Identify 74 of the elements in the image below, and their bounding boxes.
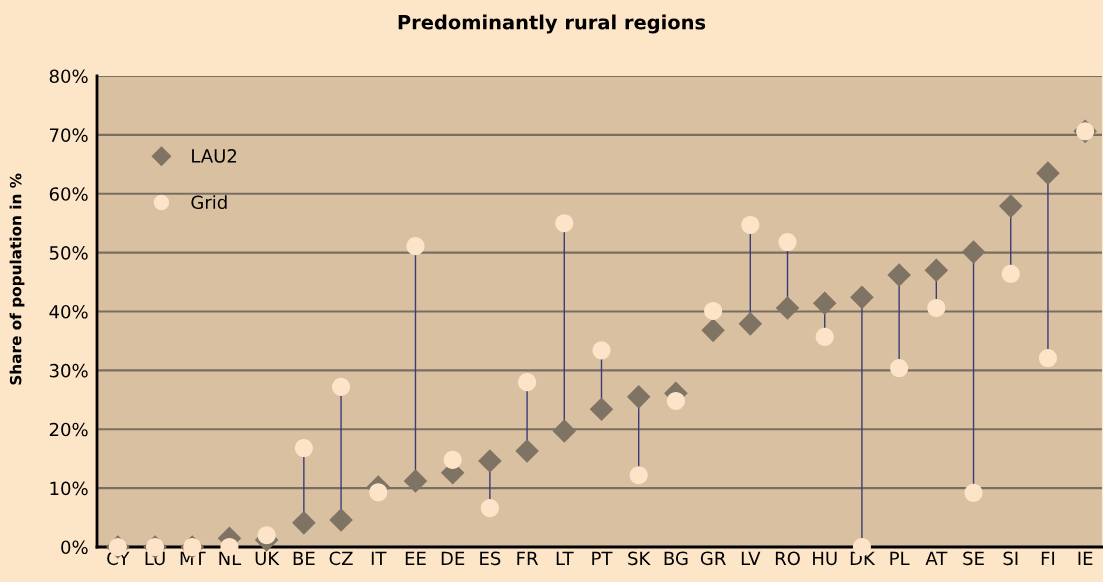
y-tick-label: 70%: [50, 128, 88, 142]
point: [815, 327, 834, 346]
point: [812, 291, 837, 316]
x-tick-label: CZ: [329, 551, 353, 566]
point: [998, 194, 1023, 218]
x-tick-label: IE: [1078, 551, 1093, 565]
point: [1036, 161, 1060, 185]
legend-label: LAU2: [192, 149, 237, 163]
x-tick-label: UK: [255, 551, 280, 566]
x-tick-label: AT: [925, 551, 948, 565]
chart-title: Predominantly rural regions: [398, 14, 706, 34]
x-tick-label: BE: [293, 551, 315, 565]
x-tick-label: FI: [1041, 551, 1055, 565]
point: [555, 214, 574, 233]
x-tick-label: LT: [556, 551, 574, 565]
point: [961, 240, 986, 264]
point: [329, 508, 353, 532]
y-tick-label: 50%: [49, 246, 88, 260]
y-tick-label: 60%: [49, 187, 88, 201]
y-tick-label: 10%: [50, 481, 88, 496]
x-tick-label: LV: [741, 551, 761, 565]
point: [369, 483, 388, 502]
point: [927, 298, 946, 317]
point: [890, 358, 909, 378]
point: [515, 439, 539, 463]
point: [629, 466, 648, 485]
point: [480, 499, 499, 518]
point: [704, 301, 723, 320]
y-tick-label: 30%: [49, 363, 88, 378]
point: [778, 233, 797, 252]
y-tick-label: 20%: [49, 422, 88, 437]
x-tick-label: SI: [1003, 551, 1018, 566]
point: [443, 450, 462, 469]
x-tick-label: PT: [592, 551, 613, 565]
point: [666, 391, 685, 411]
point: [552, 419, 577, 443]
x-tick-label: ES: [480, 551, 501, 566]
point: [406, 237, 425, 256]
x-tick-label: GR: [700, 551, 726, 566]
y-tick-label: 0%: [61, 540, 88, 555]
point: [924, 258, 949, 283]
x-tick-label: SE: [963, 551, 984, 566]
point: [1038, 348, 1057, 368]
x-tick-label: FR: [517, 551, 539, 565]
point: [403, 469, 428, 493]
point: [332, 377, 351, 396]
point: [478, 449, 502, 473]
point: [964, 483, 983, 502]
x-tick-label: RO: [775, 551, 800, 566]
legend-label: Grid: [191, 195, 227, 210]
point: [701, 318, 725, 343]
x-tick-label: IT: [371, 551, 387, 565]
point: [1001, 264, 1020, 283]
y-tick-label: 80%: [49, 69, 88, 84]
x-tick-label: EE: [405, 551, 426, 565]
point: [850, 285, 874, 310]
point: [294, 439, 313, 458]
x-tick-label: BG: [664, 551, 688, 566]
point: [626, 385, 651, 409]
point: [257, 526, 276, 545]
y-axis-title: Share of population in %: [9, 173, 25, 385]
x-tick-label: HU: [813, 551, 837, 566]
x-tick-label: DE: [441, 551, 465, 565]
point: [741, 215, 760, 234]
y-tick-label: 40%: [49, 304, 88, 319]
x-tick-label: SK: [628, 551, 651, 566]
point: [292, 511, 316, 535]
point: [589, 397, 614, 422]
point: [775, 296, 800, 320]
point: [592, 341, 611, 360]
point: [738, 312, 763, 336]
point: [518, 373, 537, 392]
x-tick-label: PL: [890, 551, 910, 565]
point: [887, 263, 911, 287]
